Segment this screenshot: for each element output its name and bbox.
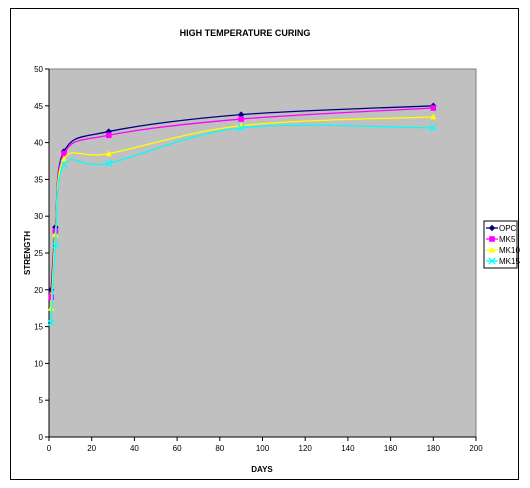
data-point bbox=[47, 305, 55, 311]
data-point-stroke bbox=[105, 159, 113, 167]
legend-marker bbox=[488, 246, 496, 253]
legend-label: MK10 bbox=[499, 246, 520, 255]
x-axis-title: DAYS bbox=[251, 465, 273, 474]
data-point bbox=[237, 124, 245, 132]
legend-marker bbox=[488, 257, 496, 265]
y-axis: 0 5 10 15 20 25 30 35 40 45 50 bbox=[34, 65, 50, 442]
x-axis: 0 20 40 60 80 100 120 140 160 180 200 bbox=[47, 436, 483, 453]
x-tick-label: 40 bbox=[130, 444, 139, 453]
legend-label: OPC bbox=[499, 224, 517, 233]
legend: OPC MK5 MK10 MK15 bbox=[483, 220, 520, 269]
legend-item: MK10 bbox=[486, 246, 520, 255]
data-point bbox=[105, 128, 112, 135]
data-point bbox=[429, 124, 437, 132]
data-point-stroke bbox=[429, 124, 437, 132]
data-point bbox=[60, 161, 68, 169]
x-tick-label: 160 bbox=[384, 444, 398, 453]
y-tick-label: 25 bbox=[34, 249, 43, 258]
data-point bbox=[105, 159, 113, 167]
data-point bbox=[430, 105, 437, 111]
x-tick-label: 120 bbox=[299, 444, 313, 453]
data-point bbox=[61, 150, 67, 157]
legend-item: MK15 bbox=[486, 257, 520, 266]
y-tick-label: 30 bbox=[34, 212, 43, 221]
data-point bbox=[60, 155, 68, 162]
data-point bbox=[47, 319, 55, 327]
legend-label: MK15 bbox=[499, 257, 520, 266]
data-point bbox=[430, 113, 437, 120]
plot-area bbox=[48, 68, 477, 438]
data-point bbox=[237, 111, 245, 118]
series-mk15 bbox=[47, 124, 437, 327]
x-tick-label: 20 bbox=[87, 444, 96, 453]
data-point-stroke bbox=[60, 161, 68, 169]
x-tick-label: 100 bbox=[256, 444, 270, 453]
y-tick-label: 40 bbox=[34, 139, 43, 148]
data-point bbox=[105, 132, 112, 139]
y-tick-label: 45 bbox=[34, 102, 43, 111]
series-layer bbox=[47, 102, 437, 327]
data-point-stroke bbox=[51, 242, 60, 250]
y-tick-label: 10 bbox=[34, 359, 43, 368]
y-tick-label: 15 bbox=[34, 323, 43, 332]
data-point bbox=[51, 242, 60, 250]
y-tick-label: 35 bbox=[34, 175, 43, 184]
legend-item: OPC bbox=[486, 224, 517, 233]
x-tick-label: 0 bbox=[47, 444, 52, 453]
data-point bbox=[238, 116, 244, 122]
legend-marker bbox=[489, 236, 495, 242]
y-tick-label: 50 bbox=[34, 65, 43, 74]
legend-label: MK5 bbox=[499, 235, 516, 244]
x-tick-label: 180 bbox=[427, 444, 441, 453]
x-tick-label: 200 bbox=[469, 444, 483, 453]
y-tick-label: 20 bbox=[34, 286, 43, 295]
y-tick-label: 5 bbox=[39, 396, 44, 405]
legend-marker-stroke bbox=[488, 257, 496, 265]
legend-box bbox=[483, 220, 518, 269]
data-point-stroke bbox=[237, 124, 245, 132]
y-axis-title: STRENGTH bbox=[23, 231, 32, 275]
x-tick-label: 60 bbox=[173, 444, 182, 453]
chart-title: HIGH TEMPERATURE CURING bbox=[180, 28, 311, 38]
y-tick-label: 0 bbox=[39, 433, 44, 442]
data-point bbox=[105, 150, 112, 157]
legend-marker bbox=[488, 224, 496, 232]
legend-item: MK5 bbox=[486, 235, 516, 244]
x-tick-label: 80 bbox=[215, 444, 224, 453]
data-point-stroke bbox=[47, 319, 55, 327]
x-tick-label: 140 bbox=[341, 444, 355, 453]
